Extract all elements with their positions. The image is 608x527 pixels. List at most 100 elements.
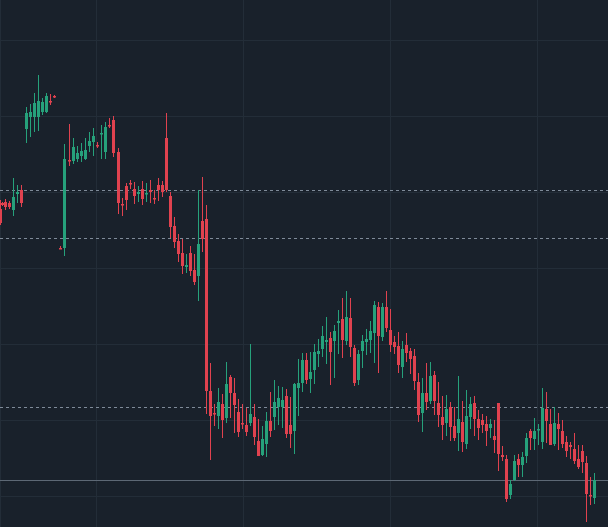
candle-bullish [80, 143, 83, 162]
candle-bullish [325, 317, 328, 364]
candle-body [401, 349, 404, 367]
candle-body [497, 403, 500, 454]
candle-body [341, 319, 344, 340]
candle-bearish [433, 371, 436, 415]
candle-bearish [108, 118, 111, 128]
candle-bearish [1, 202, 4, 206]
candle-body [112, 120, 115, 153]
candle-bearish [477, 410, 480, 440]
candle-body [125, 186, 128, 200]
candle-body [553, 423, 556, 444]
candle-body [537, 429, 540, 431]
candle-bullish [469, 397, 472, 429]
candle-bullish [104, 122, 107, 159]
candle-body [373, 305, 376, 333]
candle-body [317, 351, 320, 354]
candle-body [29, 112, 32, 117]
candle-body [345, 317, 348, 341]
candle-bearish [257, 419, 260, 456]
candle-body [389, 330, 392, 345]
candle-bearish [133, 182, 136, 204]
candle-body [237, 412, 240, 432]
candle-body [185, 265, 188, 267]
candle-body [141, 189, 144, 199]
candle-body [569, 445, 572, 447]
candle-bullish [345, 291, 348, 345]
candle-body [173, 226, 176, 242]
candle-bearish [229, 375, 232, 418]
candle-body [361, 341, 364, 351]
candle-body [293, 384, 296, 431]
candle-bearish [565, 436, 568, 457]
candle-bearish [377, 302, 380, 373]
candle-bearish [59, 246, 62, 250]
candle-body [80, 151, 83, 156]
candle-bearish [245, 408, 248, 436]
candle-body [249, 414, 252, 423]
candle-body [277, 398, 280, 407]
candle-body [49, 101, 52, 103]
candle-body [305, 360, 308, 380]
candle-body [333, 331, 336, 341]
candle-body [521, 457, 524, 465]
candle-bearish [169, 192, 172, 238]
candle-bullish [513, 455, 516, 481]
candle-bullish [261, 426, 264, 456]
candle-body [241, 423, 244, 425]
candle-body [557, 424, 560, 429]
candle-body [329, 338, 332, 352]
candle-bullish [421, 378, 424, 432]
candle-bearish [573, 433, 576, 464]
candle-body [88, 141, 91, 146]
candle-bearish [305, 353, 308, 384]
candle-bearish [397, 332, 400, 373]
candle-bullish [301, 353, 304, 392]
candle-bullish [293, 383, 296, 454]
candle-bearish [181, 239, 184, 274]
candle-body [33, 103, 36, 117]
candle-bullish [281, 387, 284, 428]
candle-bearish [549, 409, 552, 445]
candle-bullish [217, 388, 220, 429]
candle-bearish [289, 397, 292, 448]
candle-body [509, 484, 512, 495]
candle-bullish [297, 359, 300, 416]
candle-bullish [313, 344, 316, 384]
candle-body [145, 193, 148, 195]
candle-body [84, 150, 87, 159]
candle-body [489, 424, 492, 428]
candle-body [96, 145, 99, 147]
candle-bearish [141, 181, 144, 205]
candle-bullish [401, 341, 404, 378]
candle-body [457, 419, 460, 433]
candle-body [45, 96, 48, 112]
candle-body [189, 253, 192, 271]
candle-body [8, 203, 11, 207]
candle-bearish [285, 389, 288, 438]
candle-bullish [76, 146, 79, 162]
candle-body [377, 307, 380, 336]
candle-bearish [569, 442, 572, 459]
candle-body [4, 202, 7, 207]
candle-bearish [349, 298, 352, 357]
candle-bullish [16, 185, 19, 203]
candle-bullish [429, 362, 432, 404]
candle-bullish [249, 344, 252, 426]
candle-bullish [365, 329, 368, 355]
candle-body [269, 421, 272, 431]
candle-body [68, 160, 71, 162]
candle-bearish [505, 455, 508, 502]
candle-bullish [381, 303, 384, 341]
candle-body [161, 185, 164, 192]
candle-bearish [125, 183, 128, 210]
candle-bearish [153, 190, 156, 204]
candle-bullish [337, 310, 340, 354]
candle-body [573, 449, 576, 461]
candle-bullish [445, 395, 448, 436]
candle-bearish [529, 429, 532, 450]
candle-bearish [577, 445, 580, 469]
candle-body [229, 377, 232, 393]
candle-bullish [277, 386, 280, 425]
